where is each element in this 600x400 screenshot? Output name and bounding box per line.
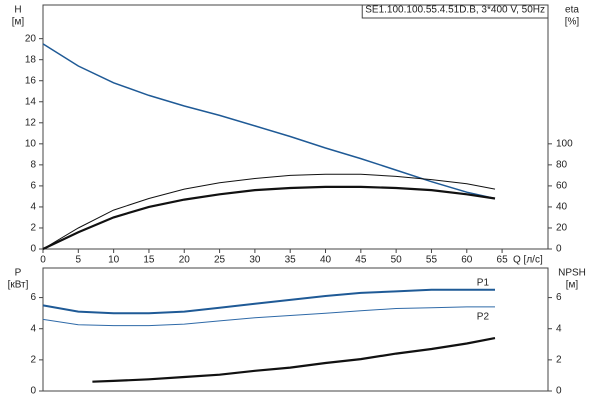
y-tick-label: 6: [30, 292, 36, 303]
series-label: P2: [477, 312, 490, 323]
data-line: [42, 43, 496, 200]
y2-tick-label: 20: [556, 223, 568, 234]
y-tick-label: 6: [30, 181, 36, 192]
data-line: [42, 288, 495, 315]
y-tick-label: 16: [25, 75, 37, 86]
y-tick-label: 12: [25, 117, 37, 128]
y2-tick-label: 40: [556, 202, 568, 213]
y-axis-unit: [кВт]: [8, 280, 29, 291]
x-tick-label: 60: [461, 255, 473, 266]
x-tick-label: 5: [76, 255, 82, 266]
y2-tick-label: 60: [556, 181, 568, 192]
x-axis-label: Q [л/с]: [513, 255, 543, 266]
y-tick-label: 4: [30, 202, 36, 213]
y-tick-label: 20: [25, 33, 37, 44]
y-tick-label: 10: [25, 138, 37, 149]
y2-tick-label: 100: [556, 138, 573, 149]
y2-tick-label: 0: [556, 386, 562, 397]
y-axis-label: P: [15, 268, 22, 279]
y-tick-label: 2: [30, 355, 36, 366]
y2-axis-unit: [м]: [566, 280, 579, 291]
plot-frame: [42, 4, 549, 250]
plot-frame: [42, 267, 549, 392]
data-line: [92, 337, 496, 383]
x-tick-label: 50: [391, 255, 403, 266]
y2-axis-unit: [%]: [565, 17, 580, 28]
y2-tick-label: 2: [556, 355, 562, 366]
y2-tick-label: 4: [556, 323, 562, 334]
y-axis-label: H: [14, 5, 21, 16]
x-tick-label: 10: [108, 255, 120, 266]
x-tick-label: 20: [179, 255, 191, 266]
y-axis-unit: [м]: [12, 17, 25, 28]
x-tick-label: 65: [497, 255, 509, 266]
x-tick-label: 15: [143, 255, 155, 266]
y-tick-label: 8: [30, 160, 36, 171]
title-box: [361, 4, 549, 19]
x-tick-label: 35: [285, 255, 297, 266]
y-tick-label: 2: [30, 223, 36, 234]
y2-tick-label: 80: [556, 160, 568, 171]
y-tick-label: 0: [30, 386, 36, 397]
data-line: [42, 173, 496, 250]
y-tick-label: 4: [30, 323, 36, 334]
series-label: P1: [477, 277, 490, 288]
x-tick-label: 25: [214, 255, 226, 266]
x-tick-label: 55: [426, 255, 438, 266]
x-tick-label: 45: [355, 255, 367, 266]
data-line: [42, 185, 496, 250]
chart-title: SE1.100.100.55.4.51D.B, 3*400 V, 50Hz: [365, 5, 545, 16]
y-tick-label: 18: [25, 54, 37, 65]
y-tick-label: 0: [30, 244, 36, 255]
y2-axis-label: NPSH: [558, 268, 586, 279]
y2-tick-label: 0: [556, 244, 562, 255]
x-tick-label: 0: [40, 255, 46, 266]
data-line: [42, 306, 495, 327]
x-tick-label: 30: [249, 255, 261, 266]
x-tick-label: 40: [320, 255, 332, 266]
y2-axis-label: eta: [565, 5, 579, 16]
y2-tick-label: 6: [556, 292, 562, 303]
y-tick-label: 14: [25, 96, 37, 107]
